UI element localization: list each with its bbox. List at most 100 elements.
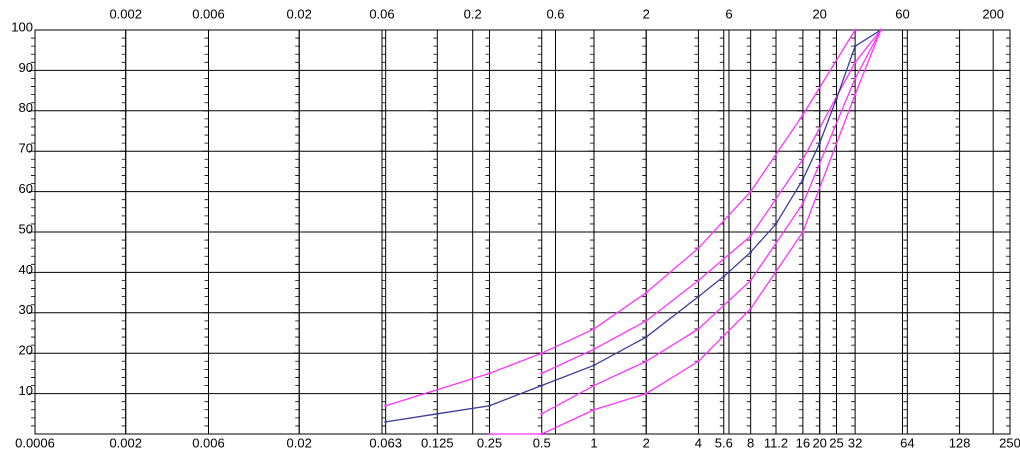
ruler-ticks — [535, 37, 542, 427]
point — [697, 327, 700, 331]
x-top-tick-label: 0.2 — [464, 6, 482, 21]
ruler-ticks — [640, 37, 647, 427]
point — [801, 178, 805, 181]
x-top-tick-label: 0.02 — [287, 6, 312, 21]
point — [749, 234, 752, 238]
point — [540, 351, 544, 355]
point — [488, 404, 491, 408]
x-tick-label: 0.5 — [533, 435, 551, 450]
ruler-ticks — [901, 37, 908, 427]
point — [749, 250, 752, 254]
point — [749, 279, 752, 282]
point — [592, 347, 596, 351]
point — [540, 372, 544, 375]
x-tick-label: 0.0006 — [15, 435, 55, 450]
x-tick-label: 1 — [590, 435, 597, 450]
x-top-tick-label: 0.006 — [192, 6, 225, 21]
ruler-ticks — [717, 37, 724, 427]
point — [644, 291, 648, 294]
point — [853, 93, 857, 96]
point — [801, 230, 805, 234]
ruler-ticks — [431, 37, 438, 427]
point — [853, 77, 857, 80]
ruler-ticks — [849, 37, 856, 427]
x-tick-label: 11.2 — [764, 435, 788, 450]
x-tick-label: 16 — [796, 435, 810, 450]
point — [697, 279, 700, 282]
x-tick-label: 0.002 — [109, 435, 142, 450]
x-tick-label: 64 — [900, 435, 914, 450]
y-tick-label: 70 — [19, 141, 33, 156]
x-tick-label: 0.006 — [192, 435, 225, 450]
x-top-tick-label: 6 — [725, 6, 732, 21]
x-top-tick-label: 60 — [895, 6, 909, 21]
y-tick-label: 80 — [19, 100, 33, 115]
point — [384, 404, 387, 408]
series-line — [541, 29, 882, 374]
point — [540, 384, 544, 387]
series-line — [385, 29, 856, 407]
point — [801, 202, 805, 206]
x-tick-label: 4 — [695, 435, 702, 450]
x-top-tick-label: 0.06 — [369, 6, 394, 21]
point — [592, 364, 596, 367]
y-tick-label: 100 — [11, 19, 33, 34]
series-line — [541, 29, 882, 415]
point — [644, 319, 648, 323]
point — [592, 327, 596, 331]
ruler-ticks — [587, 37, 594, 427]
point — [435, 412, 439, 416]
x-tick-label: 128 — [949, 435, 971, 450]
y-tick-label: 10 — [19, 383, 33, 398]
point — [488, 372, 491, 375]
point — [644, 335, 648, 339]
point — [853, 44, 857, 48]
point — [592, 384, 596, 387]
x-top-tick-label: 0.002 — [109, 6, 142, 21]
x-top-tick-label: 20 — [812, 6, 826, 21]
ruler-ticks — [202, 37, 209, 427]
point — [644, 359, 648, 363]
point — [853, 28, 857, 32]
point — [879, 28, 883, 32]
x-tick-label: 0.02 — [287, 435, 312, 450]
ruler-ticks — [29, 37, 35, 427]
x-top-tick-label: 200 — [982, 6, 1004, 21]
point — [801, 157, 805, 161]
point — [774, 222, 778, 226]
x-tick-label: 250 — [999, 435, 1020, 450]
point — [697, 246, 700, 250]
x-top-tick-label: 0.6 — [546, 6, 564, 21]
point — [540, 432, 544, 436]
y-tick-label: 50 — [19, 221, 33, 236]
ruler-ticks — [379, 37, 386, 427]
ruler-ticks — [293, 37, 300, 427]
point — [644, 392, 648, 395]
point — [749, 190, 752, 193]
x-tick-label: 8 — [747, 435, 754, 450]
x-tick-label: 5.6 — [715, 435, 733, 450]
ruler-ticks — [483, 37, 490, 427]
ruler-ticks — [770, 37, 777, 427]
point — [801, 113, 805, 117]
point — [722, 275, 726, 278]
point — [853, 61, 857, 64]
y-tick-label: 90 — [19, 60, 33, 75]
point — [818, 141, 821, 145]
ruler-ticks — [953, 37, 960, 427]
point — [697, 295, 700, 298]
ruler-ticks — [1004, 37, 1010, 427]
x-top-tick-label: 2 — [643, 6, 650, 21]
point — [835, 97, 838, 100]
y-tick-label: 60 — [19, 181, 33, 196]
ruler-ticks — [119, 37, 126, 427]
x-tick-label: 25 — [829, 435, 843, 450]
x-tick-label: 0.063 — [369, 435, 402, 450]
y-tick-label: 40 — [19, 262, 33, 277]
y-tick-label: 30 — [19, 302, 33, 317]
x-tick-label: 20 — [812, 435, 826, 450]
x-tick-label: 32 — [848, 435, 862, 450]
ruler-ticks — [744, 37, 751, 427]
